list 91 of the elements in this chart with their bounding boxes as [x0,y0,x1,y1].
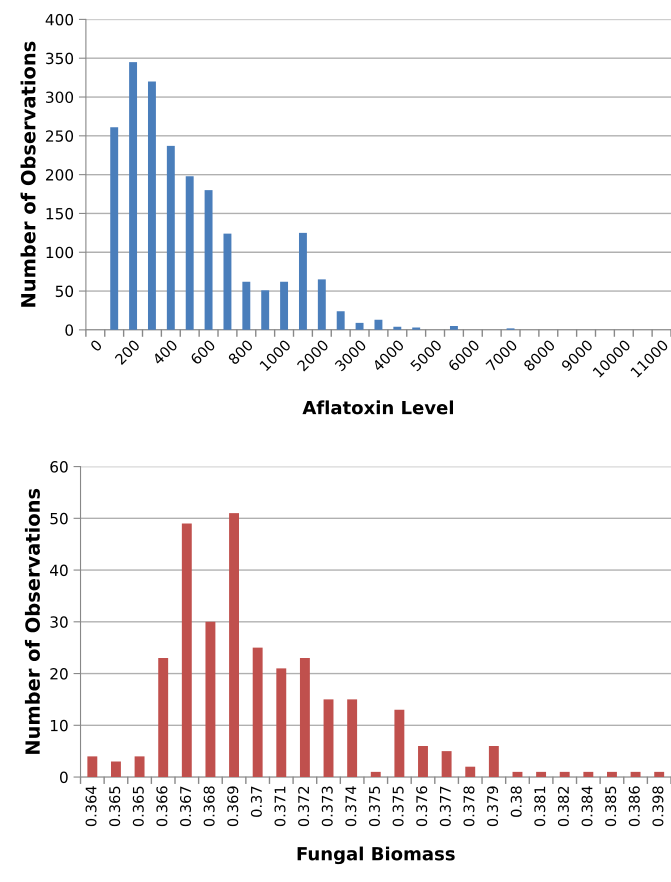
y-tick-label: 30 [50,616,68,628]
y-tick-label: 20 [50,668,68,680]
bar [129,62,138,330]
bar [630,772,641,778]
x-axis-title: Fungal Biomass [298,846,455,864]
bar [298,232,307,330]
x-tick-label: 0.367 [180,786,192,826]
bar [418,746,428,778]
x-tick-label: 0.381 [534,786,546,826]
x-tick-label: 0.373 [322,786,333,826]
x-tick-label: 0 [90,339,103,352]
x-tick-label: 0.377 [440,786,451,826]
x-tick-label: 0.378 [463,786,474,826]
y-axis-title: Number of Observations [20,42,36,307]
x-tick-label: 0.375 [392,786,404,826]
bar [158,658,168,778]
bar [148,81,156,330]
bar [488,746,499,778]
x-tick-label: 0.369 [227,786,238,826]
x-tick-label: 0.386 [628,786,640,826]
bar [300,658,310,778]
x-tick-label: 0.379 [487,786,498,826]
bar [512,772,522,778]
y-tick-label: 40 [50,564,68,576]
bar [583,772,594,778]
x-tick-label: 0.365 [109,786,120,826]
x-tick-label: 0.376 [416,786,428,826]
bar [370,772,381,778]
bar [318,279,326,330]
bar [229,513,240,778]
bar [252,648,263,778]
x-tick-label: 0.365 [132,786,144,826]
x-tick-label: 800 [228,339,254,366]
y-tick-label: 150 [46,208,74,220]
x-tick-label: 600 [190,339,216,366]
x-tick-label: 0.374 [345,786,356,826]
y-tick-label: 50 [50,512,68,524]
bar [186,176,194,330]
bar [166,146,175,330]
y-tick-label: 200 [46,169,74,181]
bar [261,290,270,330]
x-axis-title: Aflatoxin Level [302,400,454,414]
bar [205,622,216,778]
bar [347,699,358,778]
y-tick-label: 0 [65,324,74,336]
y-tick-label: 250 [46,130,74,142]
y-tick-label: 10 [50,720,68,732]
x-tick-label: 0.385 [605,786,616,826]
x-tick-label: 0.364 [86,786,97,826]
bar [134,756,145,778]
y-tick-label: 100 [46,246,74,258]
bar [276,668,286,778]
bar [374,320,382,330]
y-axis-title: Number of Observations [24,488,40,754]
bar [606,772,617,778]
bar [336,311,345,330]
bar [356,322,364,330]
y-tick-label: 50 [56,286,74,298]
bar [560,772,570,778]
x-tick-label: 400 [152,339,178,366]
bar [536,772,546,778]
x-tick-label: 0.384 [582,786,593,826]
y-tick-label: 350 [46,52,74,64]
bar [442,751,452,778]
bar [110,762,121,778]
y-tick-label: 400 [46,14,74,26]
bar [280,282,288,330]
x-tick-label: 0.371 [274,786,286,826]
y-tick-label: 60 [50,461,68,473]
x-tick-label: 0.37 [250,786,262,817]
y-tick-label: 300 [46,91,74,104]
x-tick-label: 0.38 [510,786,522,817]
bar [654,772,664,778]
bar [450,326,458,330]
bar [242,282,250,330]
bar [465,766,476,778]
bar [110,127,118,330]
x-tick-label: 0.372 [298,786,310,826]
x-tick-label: 200 [114,339,140,366]
x-tick-label: 0.382 [558,786,569,826]
bar [182,523,192,778]
x-tick-label: 0.375 [368,786,380,826]
x-tick-label: 0.368 [204,786,215,826]
x-tick-label: 0.398 [652,786,664,826]
bar [223,234,232,330]
x-tick-label: 0.366 [156,786,168,826]
y-tick-label: 0 [60,772,68,784]
bar [87,756,98,778]
bar [204,190,213,330]
bar [394,710,404,778]
bar [324,699,334,778]
